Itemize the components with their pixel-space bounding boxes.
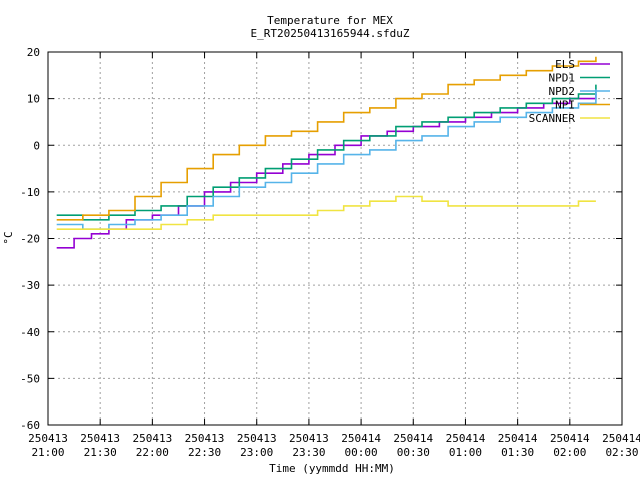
y-tick-label: 20 [27,46,40,59]
x-tick-time: 22:30 [188,446,221,459]
series-line-npd2 [56,89,597,230]
y-tick-label: -40 [20,326,40,339]
chart-subtitle: E_RT20250413165944.sfduZ [251,27,410,40]
legend-label: ELS [555,58,575,71]
x-tick-date: 250414 [550,432,590,445]
x-tick-date: 250414 [341,432,381,445]
y-axis-label: °C [2,231,15,244]
x-tick-time: 02:30 [605,446,638,459]
x-tick-date: 250414 [602,432,640,445]
series-line-npd1 [56,84,597,221]
x-tick-date: 250413 [185,432,225,445]
x-tick-time: 23:30 [292,446,325,459]
x-axis-label: Time (yymmdd HH:MM) [269,462,395,475]
x-tick-time: 21:00 [31,446,64,459]
x-tick-time: 22:00 [136,446,169,459]
x-tick-date: 250413 [132,432,172,445]
axis-ticks: 25041321:0025041321:3025041322:002504132… [20,46,640,459]
x-tick-date: 250414 [446,432,486,445]
x-tick-date: 250413 [289,432,329,445]
legend-label: NPD2 [549,85,576,98]
grid-lines [48,52,622,425]
x-tick-time: 01:00 [449,446,482,459]
legend-label: NPI [555,99,575,112]
y-tick-label: -60 [20,419,40,432]
y-tick-label: 10 [27,93,40,106]
legend-label: NPD1 [549,72,576,85]
x-tick-time: 00:00 [345,446,378,459]
x-tick-time: 23:00 [240,446,273,459]
x-tick-time: 01:30 [501,446,534,459]
x-tick-date: 250413 [28,432,68,445]
x-tick-date: 250413 [237,432,277,445]
chart-title: Temperature for MEX [267,14,393,27]
series-layer [56,56,597,249]
x-tick-date: 250413 [80,432,120,445]
series-line-els [56,94,597,249]
y-tick-label: -50 [20,372,40,385]
series-line-scanner [56,195,596,230]
x-tick-time: 21:30 [84,446,117,459]
y-tick-label: -20 [20,233,40,246]
y-tick-label: -10 [20,186,40,199]
y-tick-label: -30 [20,279,40,292]
x-tick-date: 250414 [498,432,538,445]
x-tick-date: 250414 [393,432,433,445]
x-tick-time: 02:00 [553,446,586,459]
x-tick-time: 00:30 [397,446,430,459]
series-line-npi [56,56,597,221]
y-tick-label: 0 [33,139,40,152]
legend-label: SCANNER [529,112,576,125]
